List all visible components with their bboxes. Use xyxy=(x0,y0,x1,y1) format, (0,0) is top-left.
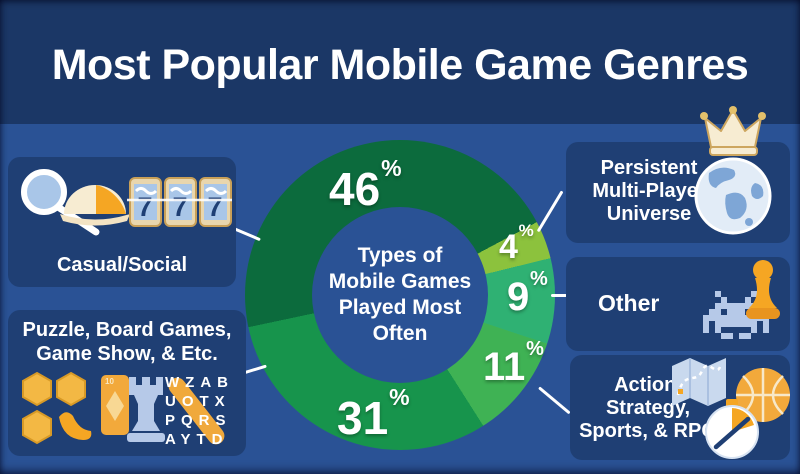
stopwatch-icon xyxy=(705,399,759,459)
treasure-map-icon xyxy=(672,358,726,406)
playing-card-icon: 10 xyxy=(101,375,129,435)
panel-casual-social: 7 7 7 Casual/Social xyxy=(8,157,236,287)
panel-other: Other xyxy=(566,257,790,351)
svg-text:7: 7 xyxy=(207,192,222,222)
panel-action-label: Action, Strategy, Sports, & RPG xyxy=(579,374,717,442)
panel-action-strategy: Action, Strategy, Sports, & RPG xyxy=(570,355,790,460)
slice-value-action: 11% xyxy=(483,337,544,389)
svg-text:PQRS: PQRS xyxy=(165,412,232,429)
word-search-icon: WZAB UOTX PQRS AYTD xyxy=(165,374,234,448)
svg-text:AYTD: AYTD xyxy=(165,431,228,448)
svg-text:7: 7 xyxy=(137,192,152,222)
crown-icon xyxy=(700,106,766,156)
svg-text:7: 7 xyxy=(172,192,187,222)
header: Most Popular Mobile Game Genres xyxy=(0,0,800,124)
panel-casual-label: Casual/Social xyxy=(56,254,188,276)
hex-puzzle-icon xyxy=(22,371,92,445)
slice-value-puzzle: 31% xyxy=(337,384,410,444)
panel-persistent-label: Persistent Multi-Player Universe xyxy=(592,157,706,225)
donut-hole: Types of Mobile Games Played Most Often xyxy=(312,207,488,383)
game-pawn-icon xyxy=(746,260,780,319)
other-icons xyxy=(703,260,780,339)
callout-line-action xyxy=(538,386,571,415)
crowned-globe-icon xyxy=(694,106,772,235)
puzzle-icons: 10 WZAB UOTX PQRS AYTD xyxy=(22,371,234,448)
panel-persistent-universe: Persistent Multi-Player Universe xyxy=(566,106,790,243)
action-icons xyxy=(672,358,790,459)
center-line: Often xyxy=(372,322,428,345)
panel-other-label: Other xyxy=(598,290,660,316)
casual-icons: 7 7 7 xyxy=(21,169,232,236)
panel-puzzle-board: Puzzle, Board Games, Game Show, & Etc. 1… xyxy=(8,310,246,456)
baseball-cap-icon xyxy=(60,185,130,226)
slice-value-casual: 46% xyxy=(329,155,402,215)
center-line: Played Most xyxy=(338,296,462,319)
svg-text:10: 10 xyxy=(105,377,114,386)
donut-center-title: Types of Mobile Games Played Most Often xyxy=(329,243,471,347)
callout-line-other xyxy=(551,294,567,297)
donut-chart: Types of Mobile Games Played Most Often xyxy=(245,140,555,450)
slice-value-persistent: 4% xyxy=(499,221,534,266)
svg-text:UOTX: UOTX xyxy=(165,393,231,410)
slice-value-other: 9% xyxy=(507,267,548,319)
svg-text:WZAB: WZAB xyxy=(165,374,234,391)
basketball-icon xyxy=(736,368,790,422)
callout-line-persistent xyxy=(536,190,564,233)
center-line: Types of xyxy=(357,244,443,267)
slot-machine-777-icon: 7 7 7 xyxy=(127,177,232,227)
center-line: Mobile Games xyxy=(328,270,472,293)
page-title: Most Popular Mobile Game Genres xyxy=(51,40,749,89)
panel-puzzle-label: Puzzle, Board Games, Game Show, & Etc. xyxy=(22,319,232,365)
chess-rook-icon xyxy=(127,377,165,442)
